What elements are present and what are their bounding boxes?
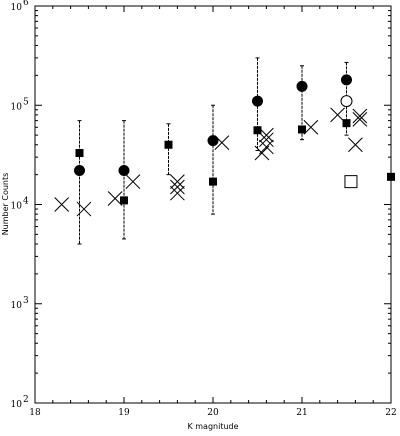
y-tick-label: 10 bbox=[11, 301, 23, 311]
point-filled-square bbox=[253, 126, 262, 135]
point-cross bbox=[170, 174, 185, 189]
y-tick-label-exponent: 3 bbox=[23, 296, 29, 306]
point-filled-circle bbox=[296, 80, 308, 92]
point-cross bbox=[107, 191, 123, 206]
x-tick-label: 20 bbox=[207, 408, 219, 418]
point-cross bbox=[330, 107, 345, 123]
y-tick-label-exponent: 5 bbox=[23, 97, 29, 107]
point-cross bbox=[214, 135, 230, 150]
x-tick-label: 21 bbox=[296, 408, 307, 418]
point-cross bbox=[303, 119, 319, 135]
y-tick-label: 10 bbox=[11, 202, 23, 212]
y-axis-label: Number Counts bbox=[1, 173, 10, 236]
y-tick-label-exponent: 6 bbox=[23, 0, 29, 8]
point-filled-circle bbox=[207, 135, 219, 147]
y-tick-label-exponent: 2 bbox=[23, 395, 29, 405]
x-axis-label: K magnitude bbox=[187, 422, 238, 431]
point-cross bbox=[254, 145, 270, 161]
point-cross bbox=[352, 108, 368, 124]
data-markers bbox=[54, 74, 395, 217]
point-filled-circle bbox=[118, 165, 130, 177]
y-tick-label-exponent: 4 bbox=[23, 197, 29, 207]
x-tick-label: 19 bbox=[118, 408, 130, 418]
point-cross bbox=[125, 174, 141, 189]
y-tick-label: 10 bbox=[11, 3, 23, 13]
point-cross bbox=[259, 132, 274, 148]
point-filled-square bbox=[387, 172, 395, 181]
point-filled-circle bbox=[74, 165, 85, 177]
point-cross bbox=[348, 137, 363, 153]
y-tick-label: 10 bbox=[11, 400, 23, 410]
point-filled-circle bbox=[341, 74, 352, 86]
y-tick-label: 10 bbox=[11, 102, 23, 112]
point-filled-square bbox=[298, 125, 306, 134]
point-filled-square bbox=[209, 177, 217, 186]
point-cross bbox=[259, 127, 274, 143]
point-filled-square bbox=[120, 196, 128, 205]
point-cross bbox=[170, 185, 185, 201]
point-cross bbox=[259, 139, 274, 155]
point-cross bbox=[352, 112, 368, 127]
point-filled-square bbox=[164, 140, 173, 149]
point-filled-square bbox=[342, 119, 351, 128]
point-filled-circle bbox=[252, 95, 263, 107]
point-open-circle bbox=[340, 95, 353, 108]
point-open-square bbox=[344, 175, 358, 189]
error-bars bbox=[77, 57, 349, 245]
x-tick-label: 22 bbox=[385, 408, 396, 418]
point-filled-square bbox=[75, 149, 84, 158]
point-cross bbox=[76, 201, 92, 217]
point-cross bbox=[54, 197, 70, 212]
point-cross bbox=[170, 179, 185, 195]
x-tick-label: 18 bbox=[29, 408, 41, 418]
